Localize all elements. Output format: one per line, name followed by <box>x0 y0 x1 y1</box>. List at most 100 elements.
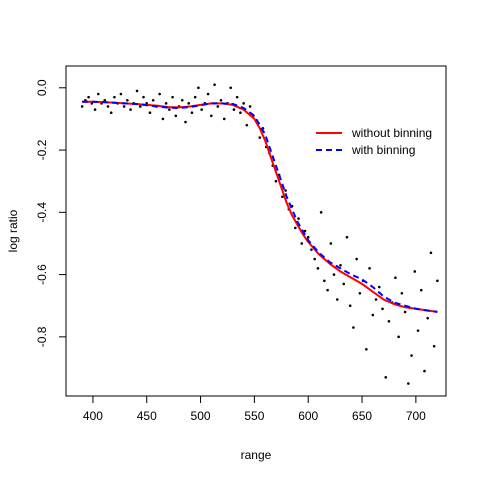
data-point <box>171 95 174 99</box>
data-point <box>229 86 233 90</box>
data-point <box>219 98 223 102</box>
x-axis-label: range <box>241 448 272 462</box>
data-point <box>374 298 378 301</box>
data-point <box>368 267 371 270</box>
data-point <box>206 92 210 96</box>
data-point <box>348 304 352 308</box>
data-point <box>381 307 384 311</box>
legend: without binning with binning <box>316 126 432 157</box>
y-tick-label--0.6: -0.6 <box>35 264 49 285</box>
data-point <box>316 267 320 270</box>
data-point <box>326 288 329 292</box>
data-point <box>109 111 113 114</box>
data-point <box>158 92 161 96</box>
data-point <box>187 102 191 105</box>
x-tick-label-500: 500 <box>191 409 211 423</box>
data-point <box>397 335 400 339</box>
data-point <box>293 226 297 230</box>
data-point <box>180 98 184 102</box>
data-point <box>138 105 142 108</box>
data-point <box>239 111 242 114</box>
data-point <box>200 108 203 111</box>
data-point <box>313 257 316 261</box>
data-point <box>151 98 155 102</box>
data-point <box>319 211 323 214</box>
data-point <box>103 98 107 102</box>
data-point <box>142 95 145 99</box>
data-point <box>216 105 220 108</box>
data-point <box>332 273 336 276</box>
data-point <box>222 117 226 121</box>
data-point <box>358 291 362 295</box>
data-point <box>232 108 236 111</box>
data-point <box>413 270 417 273</box>
data-point <box>400 291 404 295</box>
data-point <box>432 344 436 348</box>
series-line-with-binning <box>82 100 438 313</box>
data-point <box>119 92 123 96</box>
data-point <box>210 114 213 118</box>
data-point <box>310 248 313 251</box>
data-point <box>96 92 100 96</box>
data-point <box>161 117 165 121</box>
data-point <box>193 95 197 99</box>
data-point <box>174 114 178 118</box>
smooth-lines <box>82 100 438 313</box>
data-point <box>248 105 252 108</box>
data-point <box>93 108 97 111</box>
x-tick-label-400: 400 <box>83 409 103 423</box>
data-point <box>235 95 239 99</box>
data-point <box>213 83 216 86</box>
x-tick-label-450: 450 <box>137 409 157 423</box>
data-point <box>274 179 278 183</box>
data-point <box>355 257 358 261</box>
data-point <box>126 98 129 102</box>
data-point <box>384 376 388 379</box>
y-tick-label--0.8: -0.8 <box>35 326 49 347</box>
x-axis: 400 450 500 550 600 650 700 <box>83 396 426 423</box>
legend-label-without-binning: without binning <box>351 126 432 140</box>
data-point <box>135 89 139 93</box>
data-point <box>407 382 410 385</box>
x-tick-label-700: 700 <box>406 409 426 423</box>
data-point <box>258 136 262 139</box>
data-point <box>148 111 152 114</box>
data-point <box>387 319 391 323</box>
data-point <box>197 86 200 90</box>
data-point <box>164 102 168 105</box>
data-point <box>423 369 426 373</box>
y-tick-label-0.0: 0.0 <box>35 79 49 96</box>
data-point <box>184 120 187 124</box>
data-point <box>323 279 326 283</box>
data-point <box>297 217 300 220</box>
x-tick-label-650: 650 <box>352 409 372 423</box>
data-point <box>426 316 429 320</box>
data-point <box>342 282 346 286</box>
data-point <box>365 348 368 351</box>
data-point <box>339 263 342 267</box>
data-point <box>306 235 310 239</box>
data-point <box>394 276 397 279</box>
data-point <box>245 123 249 127</box>
data-point <box>436 279 439 283</box>
data-point <box>345 235 349 239</box>
data-point <box>106 105 110 108</box>
data-point <box>281 195 284 199</box>
y-axis-label: log ratio <box>6 209 20 252</box>
legend-label-with-binning: with binning <box>351 143 415 157</box>
data-point <box>403 310 407 314</box>
data-point <box>371 313 375 317</box>
data-point <box>242 102 245 105</box>
data-point <box>429 251 433 255</box>
data-point <box>168 108 171 111</box>
data-point <box>335 298 339 301</box>
data-point <box>190 111 194 114</box>
data-point <box>284 189 287 192</box>
data-point <box>80 105 84 108</box>
data-point <box>352 326 355 329</box>
data-point <box>87 95 90 99</box>
x-tick-label-600: 600 <box>298 409 318 423</box>
data-point <box>410 354 413 357</box>
data-point <box>300 242 304 245</box>
